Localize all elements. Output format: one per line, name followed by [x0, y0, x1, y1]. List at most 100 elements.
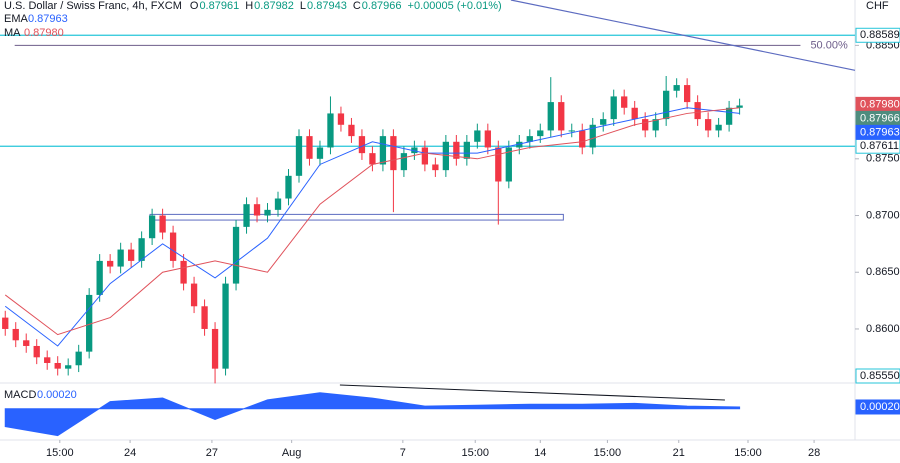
change: +0.00005 (+0.01%) [408, 0, 502, 12]
price-badge: 0.87966 [860, 112, 900, 124]
x-tick-label: 24 [124, 447, 136, 459]
price-badge: 0.87963 [860, 126, 900, 138]
macd-area [4, 392, 741, 437]
level-badge-bg [855, 27, 900, 43]
candle-body [264, 209, 271, 216]
ohlc-value: 0.87943 [307, 0, 347, 12]
level-badge: 0.87611 [860, 140, 899, 152]
candle-body [589, 124, 596, 148]
candle-body [400, 153, 408, 171]
ma-value: 0.87980 [24, 27, 64, 39]
ohlc-value: 0.87966 [362, 0, 402, 12]
candle-body [12, 328, 19, 341]
ohlc-key: H [245, 0, 253, 12]
candle-body [2, 317, 9, 329]
candle-body [316, 147, 324, 159]
fib-label: 50.00% [810, 39, 848, 51]
candle-body [243, 204, 250, 227]
macd-trendline [339, 384, 725, 401]
candle-body [127, 249, 135, 261]
candle-body [358, 136, 366, 154]
ohlc-value: 0.87982 [254, 0, 294, 12]
candle-body [23, 340, 30, 346]
candle-body [495, 147, 502, 182]
ema-name: EMA [4, 13, 29, 25]
candle-body [327, 113, 334, 148]
candle-body [453, 141, 460, 159]
candle-body [715, 124, 722, 131]
plot [0, 0, 859, 443]
candle-body [222, 283, 229, 369]
x-tick-label: Aug [282, 447, 302, 459]
candle-body [621, 96, 628, 108]
candle-body [631, 107, 638, 120]
candle-body [442, 141, 450, 171]
macd-badge: 0.00020 [860, 401, 900, 413]
price-badge: 0.87980 [860, 98, 900, 110]
ohlc-key: C [353, 0, 361, 12]
ohlc-value: 0.87961 [199, 0, 239, 12]
candle-body [663, 90, 670, 120]
ema-value: 0.87963 [28, 13, 68, 25]
candle-body [537, 130, 544, 137]
currency: CHF [866, 0, 889, 12]
candle-body [673, 85, 680, 91]
candle-body [411, 147, 418, 154]
candle-body [169, 232, 177, 261]
x-tick-label: 15:00 [734, 447, 762, 459]
candle-body [421, 147, 429, 165]
candle-body [295, 136, 303, 176]
candle-body [463, 141, 470, 159]
candle-body [516, 141, 523, 148]
candle-body [274, 198, 282, 210]
candle-body [432, 164, 439, 171]
candle-body [107, 260, 114, 267]
candle-body [180, 260, 187, 284]
candle-body [558, 102, 565, 131]
x-tick-label: 27 [206, 447, 218, 459]
macd-name: MACD [4, 389, 36, 401]
candle-body [568, 130, 575, 132]
header: U.S. Dollar / Swiss Franc, 4h, FXCM MA E… [4, 0, 889, 401]
candle-body [33, 345, 40, 358]
candle-body [526, 136, 533, 142]
candle-body [201, 306, 208, 329]
candle-body [505, 147, 512, 182]
ma-name: MA [4, 27, 21, 39]
macd-badge-bg [855, 399, 900, 415]
x-tick-label: 7 [400, 447, 406, 459]
price-badge: 0.85550 [860, 370, 900, 382]
candle-body [285, 175, 292, 199]
ohlc-key: O [190, 0, 199, 12]
candle-body [75, 351, 82, 366]
candle-body [484, 130, 491, 148]
price-badge-bg [855, 124, 900, 140]
x-tick-label: 21 [673, 447, 685, 459]
candle-body [159, 215, 166, 233]
candle-body [390, 136, 397, 171]
candle-body [369, 153, 376, 165]
candle-body [642, 119, 649, 131]
candle-body [736, 105, 743, 108]
y-tick-label: 0.86000 [866, 323, 900, 335]
candle-body [138, 238, 145, 261]
candle-body [86, 294, 93, 352]
overlay-line [4, 107, 740, 347]
candle-body [54, 362, 61, 369]
candle-body [44, 357, 51, 363]
ohlc-key: L [300, 0, 306, 12]
candle-body [694, 102, 701, 120]
candle-body [148, 215, 156, 239]
candle-body [474, 130, 481, 142]
candle-body [704, 119, 712, 131]
candle-body [379, 136, 387, 165]
level-badge: 0.88589 [860, 29, 900, 41]
candle-body [117, 249, 124, 267]
candle-body [306, 136, 313, 159]
candle-body [684, 85, 691, 103]
candle-body [547, 102, 554, 131]
